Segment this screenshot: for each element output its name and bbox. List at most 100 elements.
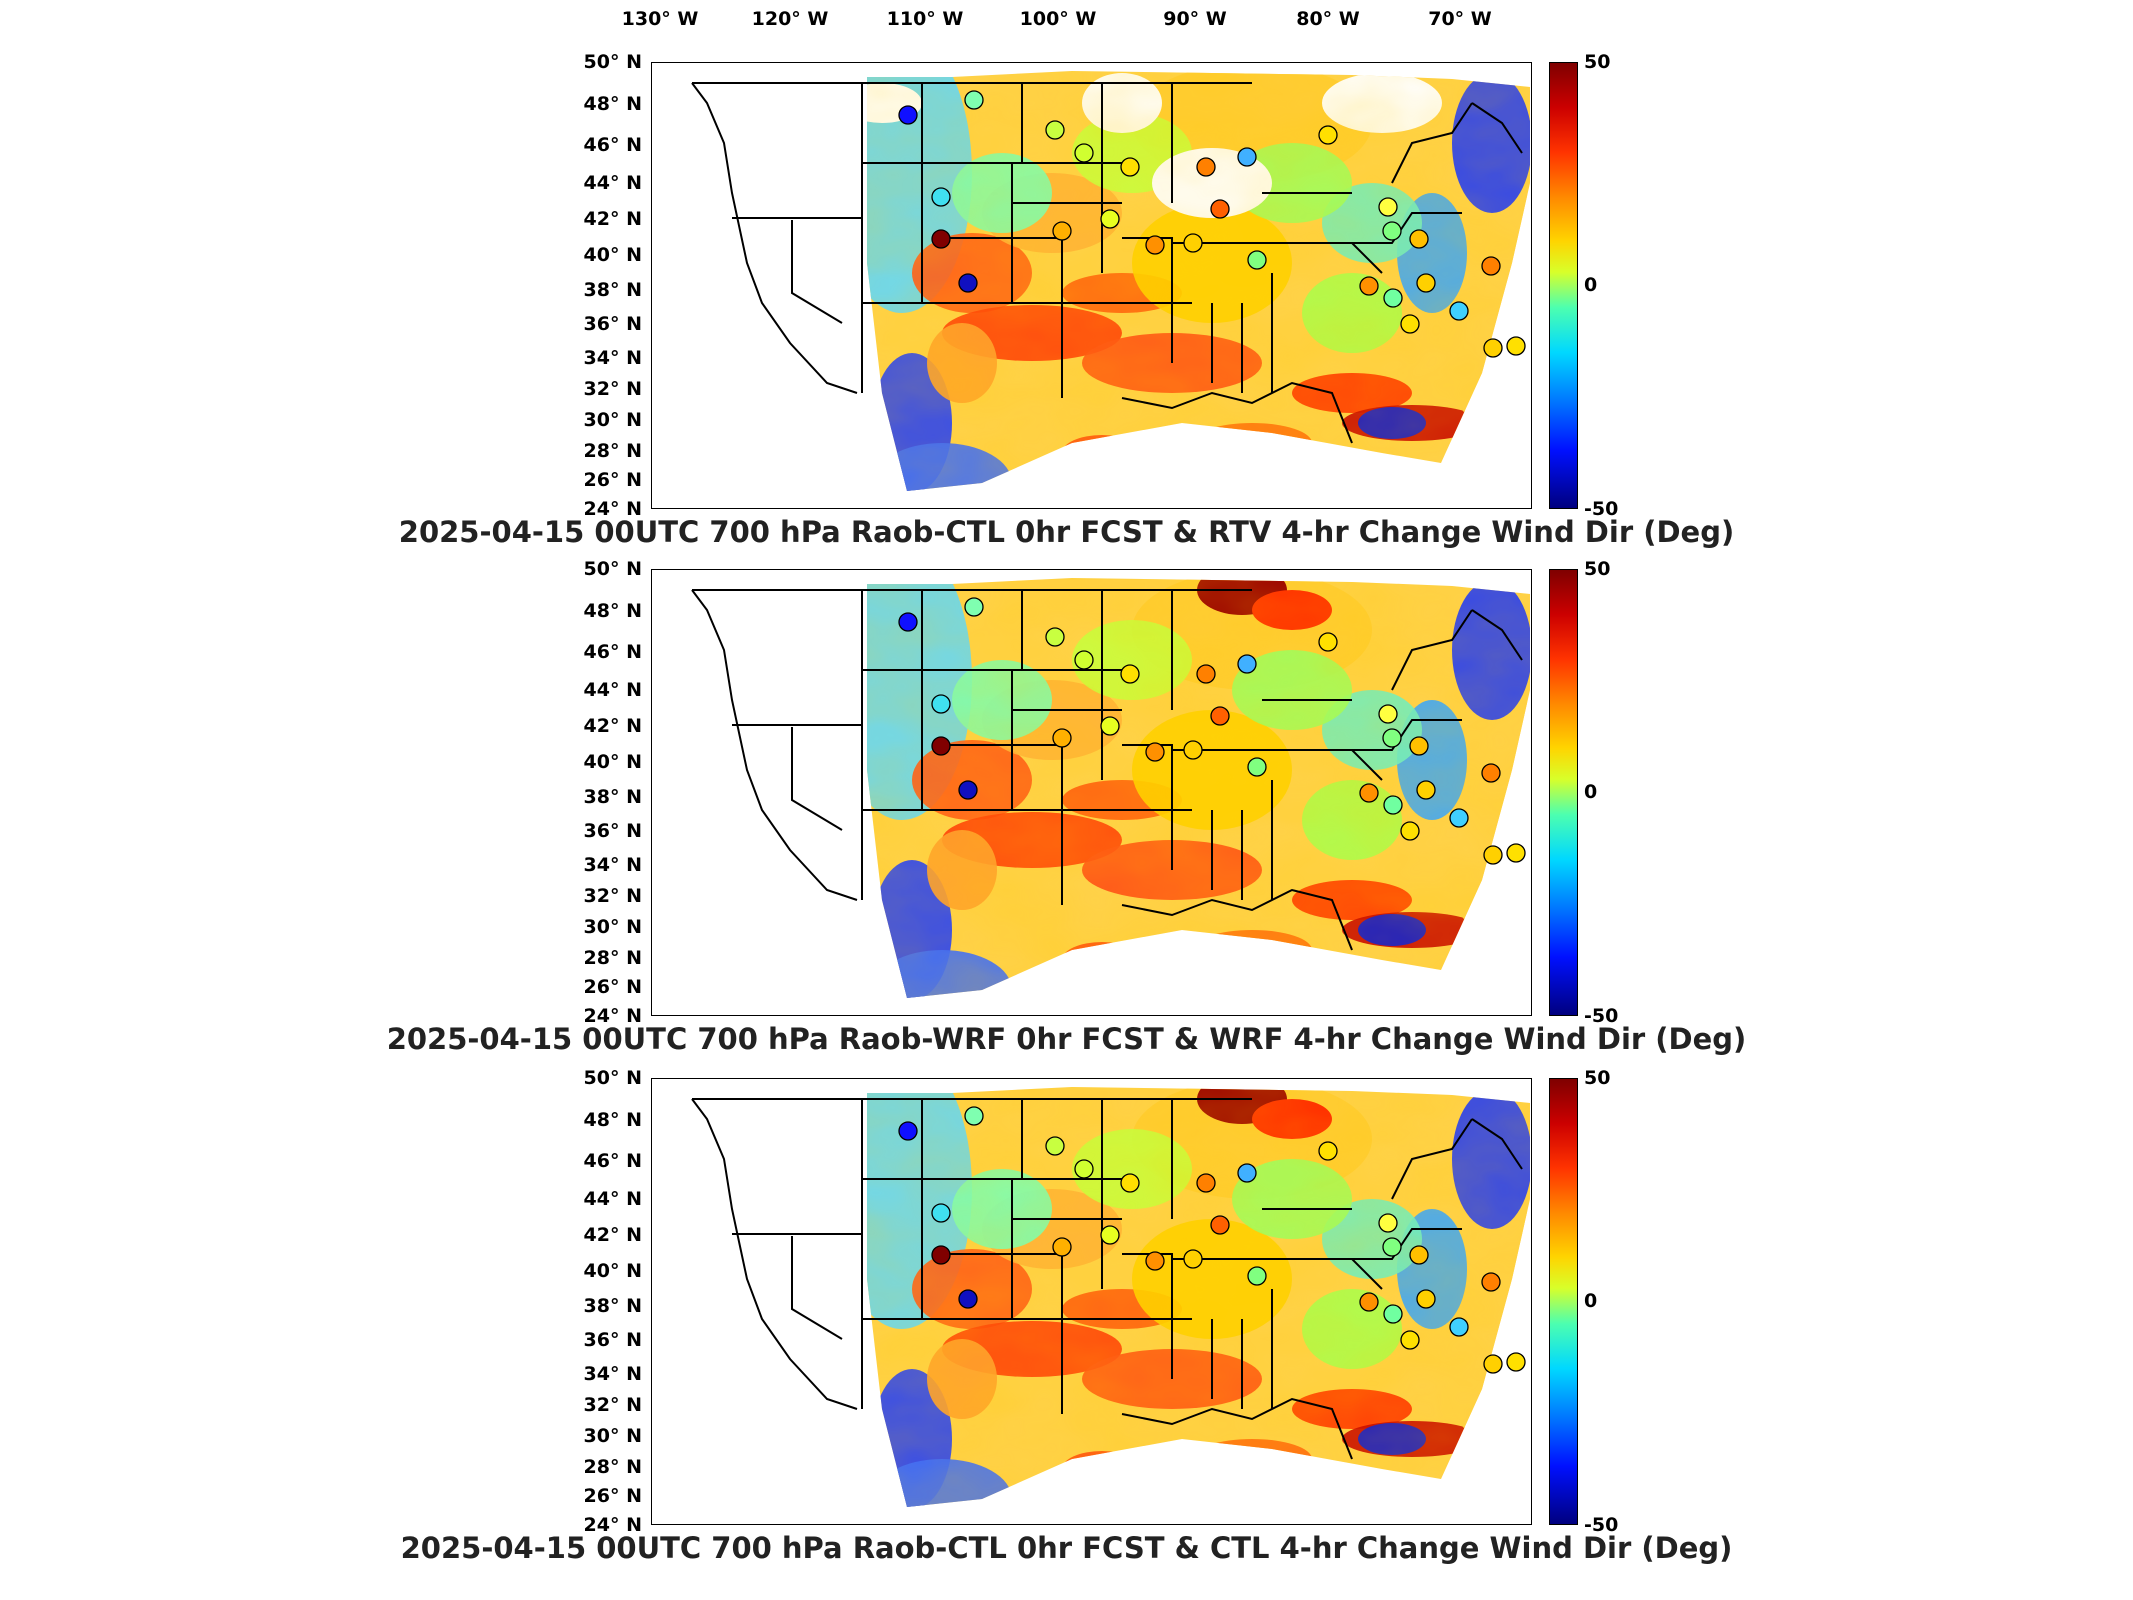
raob-station-marker [931, 736, 951, 756]
raob-station-marker [1237, 1163, 1257, 1183]
raob-station-marker [1045, 120, 1065, 140]
raob-station-marker [1483, 845, 1503, 865]
raob-station-marker [1506, 1352, 1526, 1372]
raob-station-marker [1145, 1251, 1165, 1271]
panel-title: 2025-04-15 00UTC 700 hPa Raob-CTL 0hr FC… [398, 515, 1735, 549]
latitude-tick-label: 46° N [583, 1150, 642, 1172]
raob-station-marker [1383, 795, 1403, 815]
latitude-tick-label: 44° N [583, 1188, 642, 1210]
latitude-tick-label: 50° N [583, 558, 642, 580]
raob-station-marker [1318, 1141, 1338, 1161]
raob-station-marker [1416, 780, 1436, 800]
latitude-tick-label: 26° N [583, 1485, 642, 1507]
latitude-tick-label: 30° N [583, 1425, 642, 1447]
raob-station-marker [1247, 1266, 1267, 1286]
raob-station-marker [1481, 256, 1501, 276]
colorbar-tick-label: 50 [1584, 51, 1611, 73]
state-borders [691, 82, 1523, 444]
colorbar [1549, 569, 1578, 1016]
raob-station-marker [1481, 763, 1501, 783]
colorbar-tick-label: 50 [1584, 558, 1611, 580]
map-panel-3: 50° N 48° N 46° N 44° N 42° N 40° N 38° N 36° N… [0, 1067, 2133, 1585]
colorbar-tick-label: 0 [1584, 274, 1598, 296]
colorbar-tick-label: -50 [1584, 1514, 1619, 1536]
raob-station-marker [1483, 1354, 1503, 1374]
raob-station-marker [1052, 728, 1072, 748]
raob-station-marker [931, 1203, 951, 1223]
wind-direction-field [867, 71, 1530, 491]
raob-station-marker [1237, 147, 1257, 167]
raob-station-marker [958, 1289, 978, 1309]
raob-station-marker [1400, 1330, 1420, 1350]
colorbar-tick-label: -50 [1584, 498, 1619, 520]
raob-station-marker [1100, 716, 1120, 736]
raob-station-marker [1506, 843, 1526, 863]
raob-station-marker [1247, 250, 1267, 270]
raob-station-marker [1318, 125, 1338, 145]
latitude-tick-label: 42° N [583, 1224, 642, 1246]
raob-station-marker [931, 229, 951, 249]
latitude-tick-label: 28° N [583, 947, 642, 969]
latitude-tick-label: 30° N [583, 409, 642, 431]
raob-station-marker [1100, 209, 1120, 229]
latitude-tick-label: 38° N [583, 279, 642, 301]
raob-station-marker [1400, 314, 1420, 334]
longitude-tick-label: 110° W [886, 8, 964, 30]
raob-station-marker [1120, 664, 1140, 684]
raob-station-marker [1382, 728, 1402, 748]
raob-station-marker [1210, 199, 1230, 219]
raob-station-marker [1359, 783, 1379, 803]
raob-station-marker [931, 694, 951, 714]
raob-station-marker [958, 273, 978, 293]
raob-station-marker [1382, 1237, 1402, 1257]
latitude-tick-label: 48° N [583, 93, 642, 115]
longitude-tick-label: 130° W [621, 8, 699, 30]
longitude-tick-label: 90° W [1163, 8, 1227, 30]
raob-station-marker [1052, 1237, 1072, 1257]
latitude-tick-label: 48° N [583, 1109, 642, 1131]
raob-station-marker [1145, 742, 1165, 762]
latitude-tick-label: 40° N [583, 244, 642, 266]
raob-station-marker [1074, 650, 1094, 670]
latitude-tick-label: 30° N [583, 916, 642, 938]
raob-station-marker [1378, 1213, 1398, 1233]
map-panel-1: 50° N 48° N 46° N 44° N 42° N 40° N 38° N 36° N… [0, 51, 2133, 569]
latitude-tick-label: 40° N [583, 751, 642, 773]
latitude-tick-label: 32° N [583, 378, 642, 400]
raob-station-marker [1383, 288, 1403, 308]
latitude-tick-label: 26° N [583, 469, 642, 491]
latitude-tick-label: 24° N [583, 1005, 642, 1027]
raob-station-marker [1400, 821, 1420, 841]
raob-station-marker [1416, 1289, 1436, 1309]
latitude-tick-label: 46° N [583, 134, 642, 156]
longitude-tick-label: 70° W [1428, 8, 1492, 30]
latitude-tick-label: 34° N [583, 854, 642, 876]
latitude-tick-label: 32° N [583, 1394, 642, 1416]
colorbar-tick-label: 0 [1584, 781, 1598, 803]
raob-station-marker [931, 187, 951, 207]
latitude-tick-label: 34° N [583, 1363, 642, 1385]
latitude-tick-label: 40° N [583, 1260, 642, 1282]
latitude-tick-label: 50° N [583, 1067, 642, 1089]
state-borders [691, 1098, 1523, 1460]
raob-station-marker [1359, 1292, 1379, 1312]
longitude-axis: 130° W 120° W 110° W 100° W 90° W 80° W 70° W [0, 0, 2133, 40]
latitude-tick-label: 42° N [583, 715, 642, 737]
wind-direction-field [867, 1087, 1530, 1507]
raob-station-marker [1247, 757, 1267, 777]
raob-station-marker [1318, 632, 1338, 652]
raob-station-marker [1506, 336, 1526, 356]
raob-station-marker [964, 90, 984, 110]
raob-station-marker [1210, 706, 1230, 726]
raob-station-marker [1183, 1249, 1203, 1269]
raob-station-marker [931, 1245, 951, 1265]
latitude-tick-label: 34° N [583, 347, 642, 369]
raob-station-marker [1196, 1173, 1216, 1193]
colorbar-tick-label: 0 [1584, 1290, 1598, 1312]
raob-station-marker [898, 1121, 918, 1141]
raob-station-marker [1196, 157, 1216, 177]
latitude-tick-label: 38° N [583, 1295, 642, 1317]
raob-station-marker [898, 105, 918, 125]
map-panel-2: 50° N 48° N 46° N 44° N 42° N 40° N 38° N 36° N… [0, 558, 2133, 1076]
latitude-tick-label: 26° N [583, 976, 642, 998]
